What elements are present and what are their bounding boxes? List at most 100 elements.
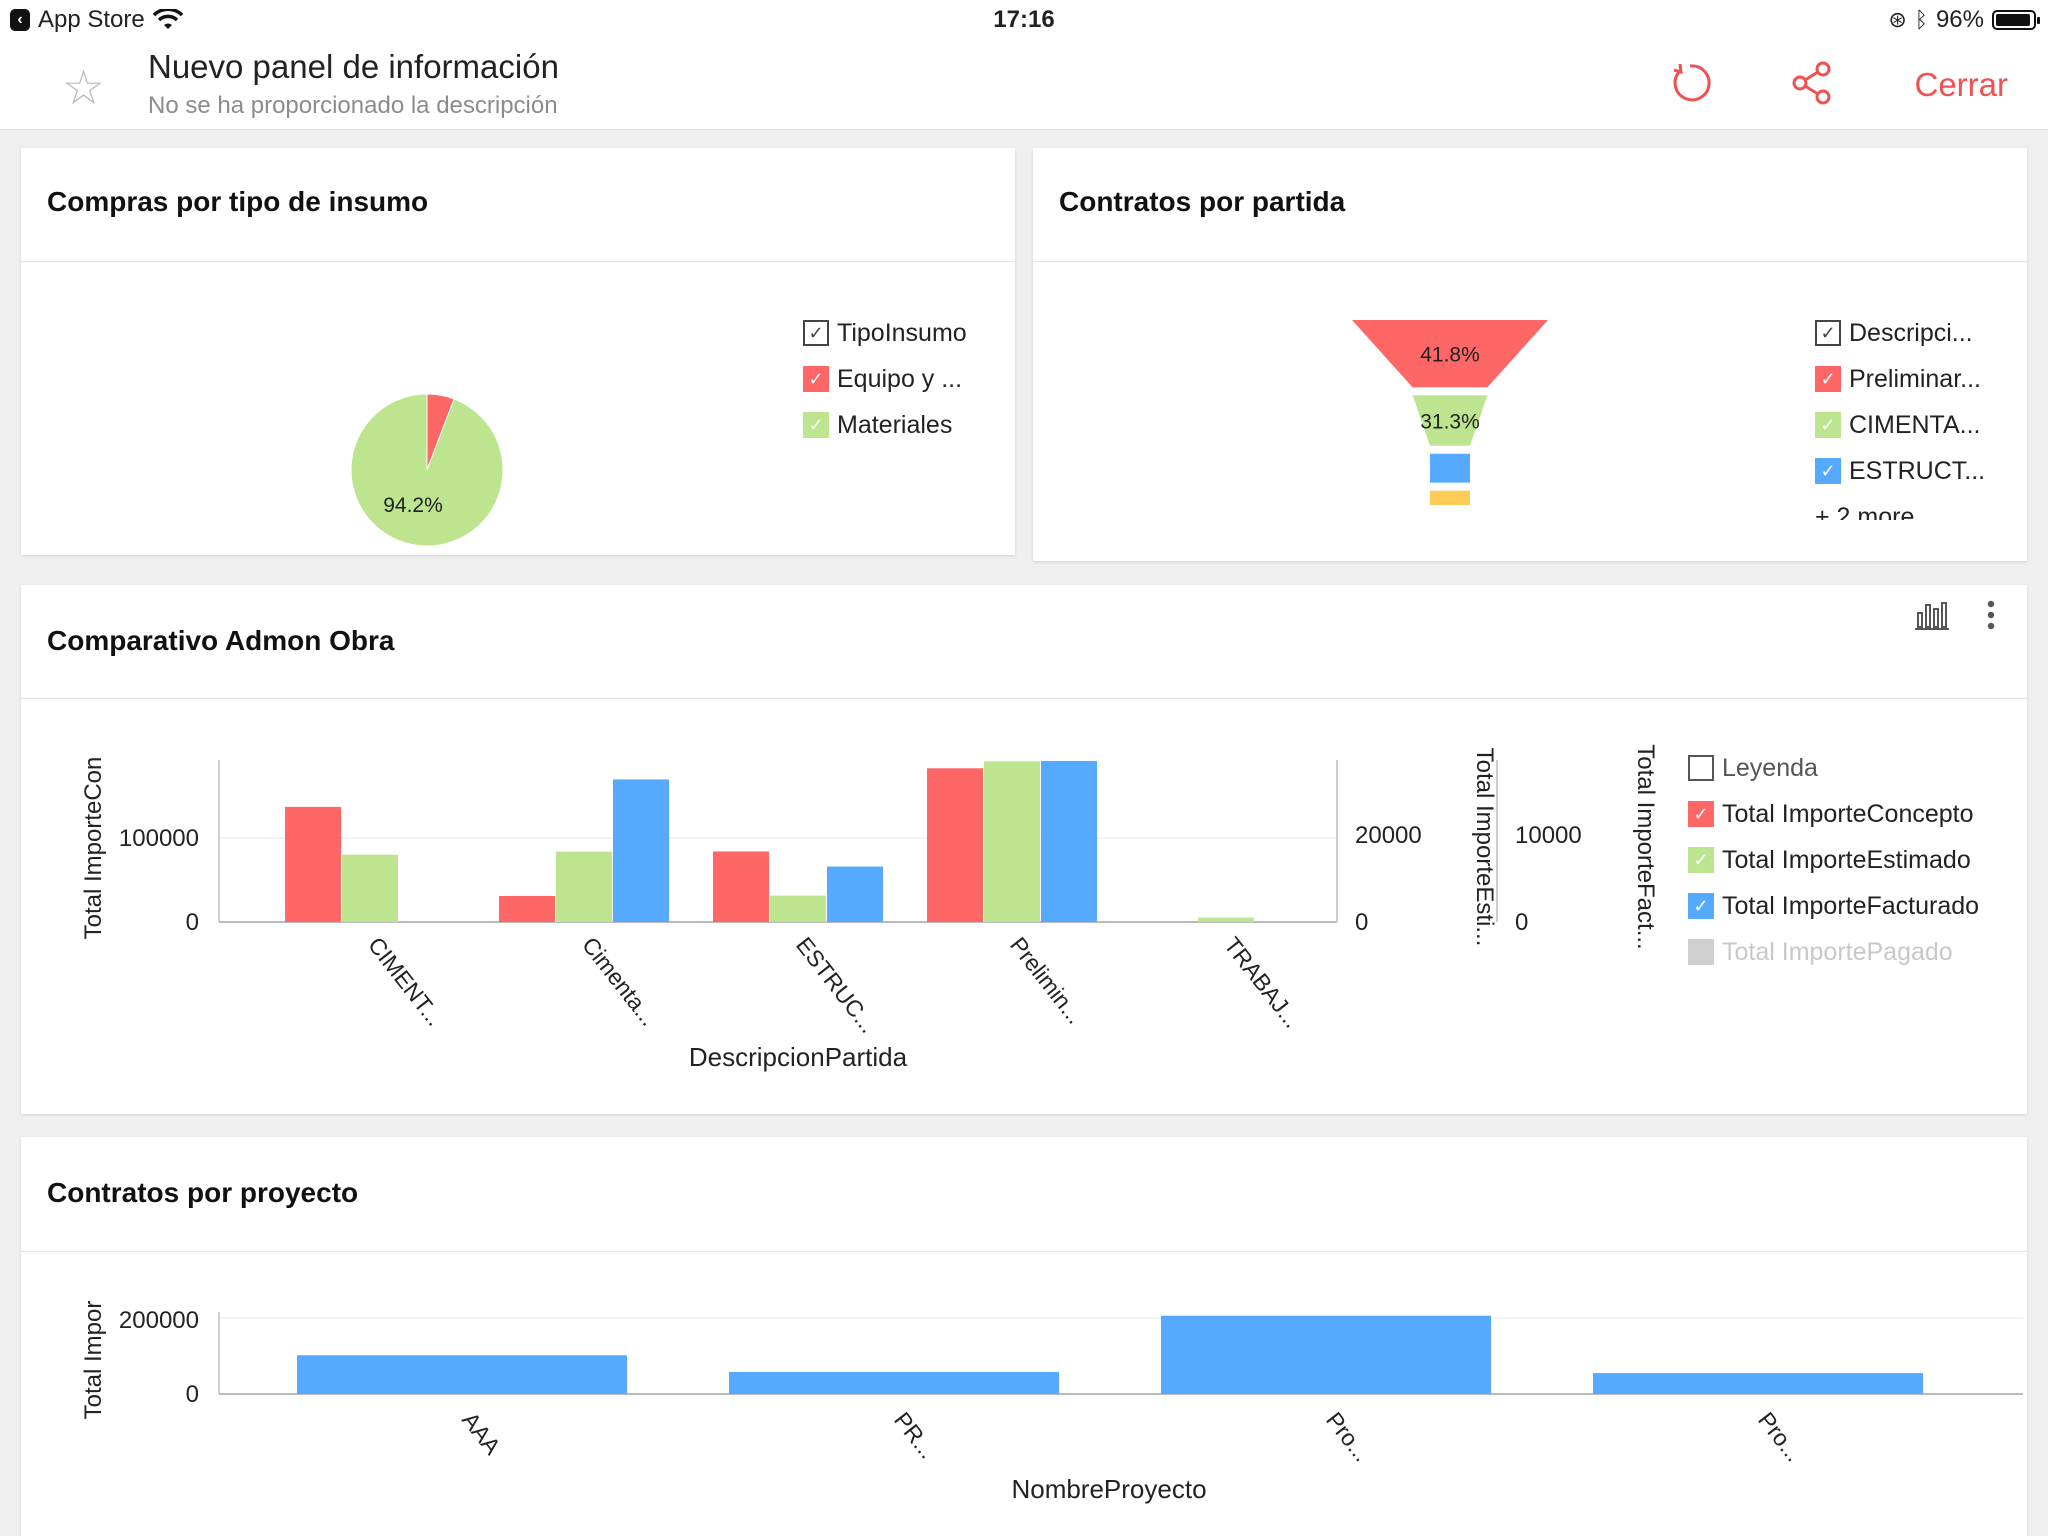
y-axis-title-right2: Total ImporteFact... [1632,744,1659,949]
legend-header[interactable]: Leyenda [1688,745,1979,791]
y-axis-title-right1: Total ImporteEsti... [1471,748,1498,947]
card-divider [21,261,1015,262]
x-tick-label: CIMENT... [363,932,448,1031]
legend-item[interactable]: ✓ Total ImporteFacturado [1688,883,1979,929]
y-tick-label: 0 [1355,909,1368,936]
pie-chart: 94.2% [350,393,504,547]
legend-title: TipoInsumo [837,318,967,347]
card-title: Contratos por proyecto [47,1177,359,1208]
legend-label: Materiales [837,410,953,439]
dashboard-header: ☆ Nuevo panel de información No se ha pr… [0,42,2048,130]
more-vertical-icon [1987,600,1995,630]
y-axis-title: Total ImporteCon [80,757,107,940]
pie-legend: ✓ TipoInsumo ✓ Equipo y ... ✓ Materiales [803,310,967,448]
card-divider [21,698,2027,699]
funnel-stage [1412,395,1488,446]
card-comparativo-admon-obra: Comparativo Admon Obra 0 100000 0 20000 0 100… [21,585,2027,1114]
y-tick-label: 20000 [1355,822,1422,849]
dashboard-description: No se ha proporcionado la descripción [148,92,558,119]
chart-type-button[interactable] [1914,599,1950,636]
y-tick-label: 0 [186,909,199,936]
x-tick-label: Pro... [1321,1407,1375,1466]
legend-item[interactable]: ✓ Total ImporteConcepto [1688,791,1979,837]
wifi-icon [152,9,183,29]
bluetooth-icon: ᛒ [1914,7,1928,32]
bar [613,779,669,922]
x-axis-title: DescripcionPartida [689,1042,908,1072]
battery-icon [1992,10,2040,30]
bar [342,854,398,922]
x-tick-label: TRABAJ... [1219,932,1306,1033]
card-title: Compras por tipo de insumo [47,186,429,217]
legend-more-label: + 2 more [1815,502,1915,521]
legend-item[interactable]: Total ImportePagado [1688,929,1979,975]
bar-chart-icon [1915,602,1949,630]
legend-header[interactable]: ✓ TipoInsumo [803,310,967,356]
bar [984,761,1040,922]
favorite-star-icon[interactable]: ☆ [62,62,106,115]
close-button[interactable]: Cerrar [1914,66,2008,103]
refresh-icon [1673,63,1711,102]
legend-label: Total ImporteConcepto [1722,799,1974,828]
legend-title: Descripci... [1849,318,1973,347]
dashboard-title: Nuevo panel de información [148,48,559,85]
bar [1041,760,1097,922]
bar [285,806,341,922]
legend-item[interactable]: ✓ Materiales [803,402,967,448]
bar [770,895,826,922]
legend-title: Leyenda [1722,753,1818,782]
checkbox-icon [1688,755,1714,781]
bar [1161,1315,1491,1394]
checkbox-icon: ✓ [1815,366,1841,392]
legend-label: CIMENTA... [1849,410,1981,439]
legend-item[interactable]: ✓ Equipo y ... [803,356,967,402]
battery-percent: 96% [1935,6,1984,33]
legend-item[interactable]: ✓ Preliminar... [1815,356,1985,402]
legend-item[interactable]: ✓ ESTRUCT... [1815,448,1985,494]
x-axis-title: NombreProyecto [1011,1474,1206,1504]
bar [1198,917,1254,922]
back-arrow-icon: ‹ [10,9,30,31]
share-button[interactable] [1790,60,1834,111]
y-tick-label: 0 [1515,909,1528,936]
card-title: Comparativo Admon Obra [47,625,395,656]
checkbox-icon: ✓ [1815,458,1841,484]
y-tick-label: 0 [186,1381,199,1408]
clock: 17:16 [993,6,1055,33]
card-contratos-por-partida: Contratos por partida 41.8% 31.3% ✓ Descri… [1033,148,2027,561]
funnel-stage [1430,490,1470,505]
legend-label: Total ImporteFacturado [1722,891,1980,920]
funnel-stage-label: 31.3% [1420,410,1480,433]
legend-more[interactable]: + 2 more [1815,494,1985,521]
bar [499,895,555,922]
back-to-app[interactable]: ‹ App Store [10,6,183,34]
checkbox-icon: ✓ [1688,801,1714,827]
status-bar: ‹ App Store 17:16 ⊛ ᛒ 96% [0,0,2048,42]
bar [827,866,883,922]
y-tick-label: 200000 [119,1307,199,1334]
funnel-chart: 41.8% 31.3% [1352,320,1548,505]
legend-label: Preliminar... [1849,364,1981,393]
legend-item[interactable]: ✓ Total ImporteEstimado [1688,837,1979,883]
legend-item[interactable]: ✓ CIMENTA... [1815,402,1985,448]
funnel-stage [1352,320,1548,388]
combo-bar-chart: 0 100000 0 20000 0 10000 Total ImporteCon Total… [80,744,1659,1072]
combo-legend: Leyenda ✓ Total ImporteConcepto ✓ Total Im… [1688,745,1979,975]
legend-label: Equipo y ... [837,364,963,393]
x-tick-label: Pro... [1753,1407,1807,1466]
checkbox-icon: ✓ [1688,847,1714,873]
more-options-button[interactable] [1985,599,1997,636]
pie-slice [350,393,504,547]
refresh-button[interactable] [1668,60,1714,111]
legend-header[interactable]: ✓ Descripci... [1815,310,1985,356]
bar [297,1355,627,1394]
x-tick-label: ESTRUC... [791,932,882,1038]
card-contratos-por-proyecto: Contratos por proyecto 0 200000 Total Impo… [21,1137,2027,1536]
bar [556,851,612,922]
legend-label: Total ImporteEstimado [1722,845,1971,874]
funnel-stage-label: 41.8% [1420,344,1480,367]
funnel-stage [1430,453,1470,483]
card-title: Contratos por partida [1059,186,1346,217]
status-right: ⊛ ᛒ 96% [1888,6,2040,34]
funnel-legend: ✓ Descripci... ✓ Preliminar... ✓ CIMENTA...… [1815,310,1985,520]
